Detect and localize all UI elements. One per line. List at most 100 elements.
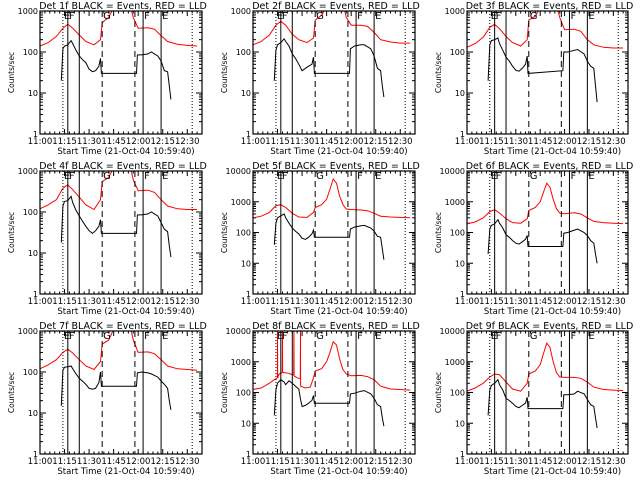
x-tick-label: 11:15 <box>52 297 77 307</box>
x-tick-label: 12:15 <box>363 137 388 147</box>
marker-label: F <box>496 171 502 182</box>
x-tick-label: 11:45 <box>314 297 339 307</box>
series-group <box>40 171 198 258</box>
marker-label: F <box>282 11 288 22</box>
x-tick-label: 12:00 <box>552 297 577 307</box>
y-tick-label: 1 <box>246 450 251 459</box>
plot-frame <box>39 330 203 455</box>
x-tick-label: 11:15 <box>265 137 290 147</box>
marker-label: E <box>491 171 497 182</box>
marker-label: E <box>64 331 70 342</box>
y-axis-label: Counts/sec <box>220 212 229 253</box>
marker-label: F <box>144 331 150 342</box>
plot-frame <box>466 10 629 135</box>
y-tick-label: 100 <box>450 389 465 398</box>
x-tick-label: 11:00 <box>455 457 480 467</box>
marker-label: E <box>162 331 168 342</box>
marker-label: F <box>69 171 75 182</box>
y-tick-label: 1000 <box>18 7 38 16</box>
chart-title: Det 1f BLACK = Events, RED = LLD <box>39 1 207 12</box>
chart-title: Det 7f BLACK = Events, RED = LLD <box>39 321 207 332</box>
marker-label: G <box>530 11 538 22</box>
x-tick-label: 12:00 <box>552 457 577 467</box>
y-tick-label: 1000 <box>231 7 251 16</box>
marker-label: F <box>144 11 150 22</box>
events-series-line <box>60 39 172 100</box>
x-tick-label: 11:45 <box>101 457 126 467</box>
x-tick-label: 11:30 <box>290 137 315 147</box>
events-series-line <box>487 218 598 264</box>
x-tick-label: 11:45 <box>314 457 339 467</box>
y-tick-label: 10 <box>455 419 465 428</box>
chart-panel-3: Det 3f BLACK = Events, RED = LLD Counts/s… <box>434 1 633 157</box>
x-tick-label: 12:15 <box>150 137 175 147</box>
marker-label: G <box>530 331 538 342</box>
x-tick-label: 12:30 <box>388 297 413 307</box>
marker-label: F <box>69 11 75 22</box>
chart-title: Det 3f BLACK = Events, RED = LLD <box>466 1 634 12</box>
series-group <box>253 177 411 260</box>
x-axis-label: Start Time (21-Oct-04 10:59:40) <box>484 307 621 317</box>
marker-label: G <box>530 171 538 182</box>
x-tick-label: 11:15 <box>479 297 504 307</box>
series-group <box>467 182 624 264</box>
plot-frame <box>252 330 416 455</box>
y-tick-label: 1000 <box>231 358 251 367</box>
marker-label: E <box>162 171 168 182</box>
x-tick-label: 12:30 <box>601 137 626 147</box>
y-tick-label: 10 <box>28 89 38 98</box>
marker-label: F <box>282 171 288 182</box>
chart-title: Det 5f BLACK = Events, RED = LLD <box>252 161 420 172</box>
y-axis-label: Counts/sec <box>7 52 16 93</box>
marker-label: F <box>496 331 502 342</box>
marker-label: E <box>64 171 70 182</box>
marker-label: E <box>588 331 594 342</box>
marker-label: F <box>357 331 363 342</box>
y-axis-label: Counts/sec <box>7 372 16 413</box>
series-group <box>467 342 624 429</box>
plot-frame <box>39 170 203 295</box>
x-tick-label: 12:30 <box>388 137 413 147</box>
x-tick-label: 12:00 <box>126 297 151 307</box>
x-tick-label: 11:45 <box>528 137 553 147</box>
chart-title: Det 2f BLACK = Events, RED = LLD <box>252 1 420 12</box>
y-tick-label: 1000 <box>445 7 465 16</box>
y-axis-label: Counts/sec <box>434 52 443 93</box>
y-tick-label: 1 <box>460 130 465 139</box>
y-tick-label: 10 <box>28 409 38 418</box>
x-tick-label: 12:30 <box>175 137 200 147</box>
marker-label: G <box>316 331 324 342</box>
marker-label: E <box>375 11 381 22</box>
x-tick-label: 11:15 <box>265 297 290 307</box>
chart-panel-2: Det 2f BLACK = Events, RED = LLD Counts/s… <box>220 1 420 157</box>
x-tick-label: 11:00 <box>241 137 266 147</box>
x-tick-label: 11:00 <box>241 457 266 467</box>
marker-label: G <box>103 11 111 22</box>
lld-series-line <box>40 11 198 47</box>
x-tick-label: 11:15 <box>265 457 290 467</box>
y-tick-label: 1 <box>33 130 38 139</box>
marker-label: E <box>375 331 381 342</box>
events-series-line <box>273 213 385 260</box>
y-axis-label: Counts/sec <box>220 372 229 413</box>
y-tick-label: 10 <box>455 89 465 98</box>
y-tick-label: 1000 <box>445 358 465 367</box>
chart-panel-8: Det 8f BLACK = Events, RED = LLD Counts/s… <box>220 321 420 477</box>
marker-label: E <box>491 331 497 342</box>
marker-label: G <box>103 171 111 182</box>
x-tick-label: 11:30 <box>504 297 529 307</box>
marker-label: E <box>588 171 594 182</box>
y-tick-label: 10000 <box>440 167 465 176</box>
series-group <box>40 331 198 410</box>
y-tick-label: 1 <box>246 130 251 139</box>
x-axis-label: Start Time (21-Oct-04 10:59:40) <box>57 467 194 477</box>
x-tick-label: 12:00 <box>339 297 364 307</box>
plot-frame <box>466 170 629 295</box>
x-tick-label: 12:15 <box>363 297 388 307</box>
x-tick-label: 12:00 <box>339 137 364 147</box>
series-group <box>467 11 624 103</box>
chart-panel-9: Det 9f BLACK = Events, RED = LLD Counts/s… <box>434 321 633 477</box>
chart-title: Det 9f BLACK = Events, RED = LLD <box>466 321 634 332</box>
marker-label: E <box>588 11 594 22</box>
x-tick-label: 11:30 <box>504 457 529 467</box>
